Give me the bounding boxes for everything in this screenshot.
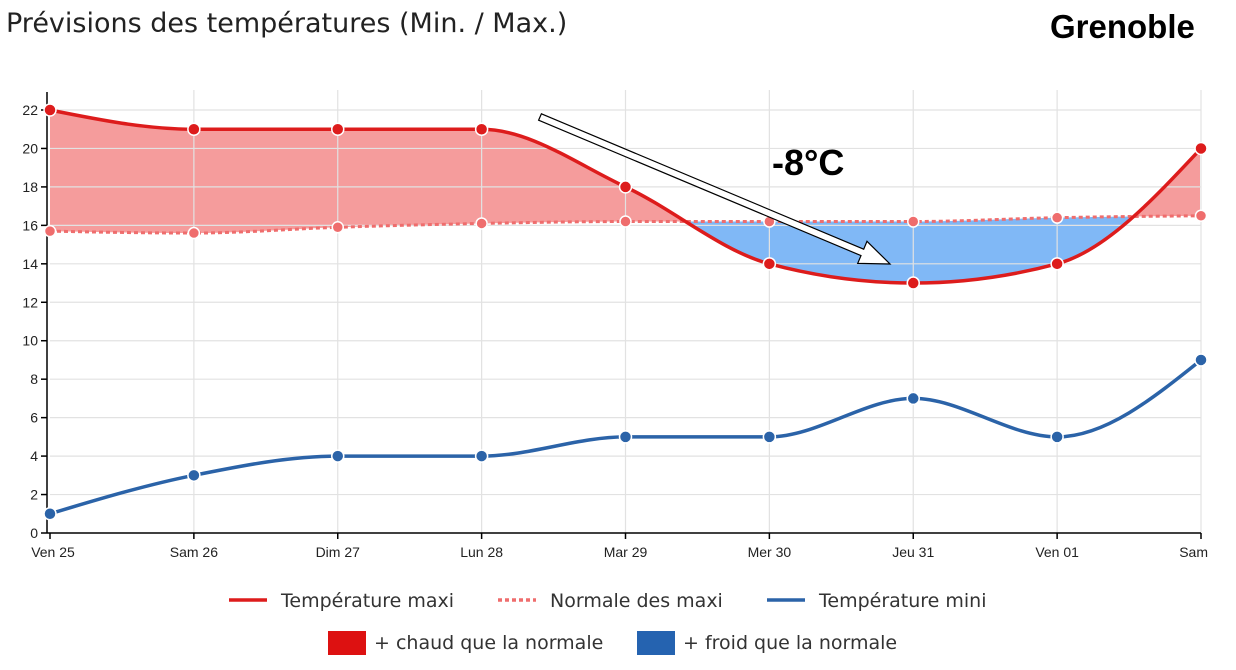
y-tick-label: 2: [30, 487, 38, 503]
mini-point: [906, 391, 920, 406]
y-tick-label: 18: [22, 179, 38, 195]
normale-point: [1194, 209, 1208, 222]
y-tick-label: 14: [22, 256, 38, 272]
x-tick-label: Dim 27: [316, 544, 361, 560]
x-tick-label: Ven 01: [1035, 544, 1079, 560]
legend: Température maxi Normale des maxi Températ…: [229, 590, 987, 655]
y-tick-label: 4: [30, 448, 38, 464]
y-tick-label: 10: [22, 333, 38, 349]
x-tick-label: Sam 26: [170, 544, 218, 560]
x-tick-label: Sam: [1179, 544, 1208, 560]
annotation: -8°C: [537, 113, 892, 265]
y-tick-label: 20: [22, 140, 38, 156]
grid-lines: [50, 90, 1202, 533]
maxi-point: [1194, 141, 1208, 156]
y-tick-label: 0: [30, 525, 38, 541]
maxi-point: [906, 276, 920, 290]
maxi-point: [43, 103, 57, 117]
x-tick-label: Mar 29: [604, 544, 648, 560]
normale-point: [187, 226, 201, 240]
legend-fill-swatch: [637, 631, 675, 655]
y-tick-label: 6: [30, 410, 38, 426]
legend-mini-label: Température mini: [818, 590, 987, 612]
mini-point: [618, 430, 633, 444]
maxi-point: [618, 180, 633, 194]
y-tick-label: 22: [22, 102, 38, 118]
normale-point: [1050, 211, 1064, 224]
maxi-point: [1050, 257, 1064, 271]
legend-fill-label: + chaud que la normale: [374, 632, 603, 654]
annotation-arrow: [537, 113, 892, 265]
maxi-point: [331, 122, 345, 136]
data-points: [43, 103, 1208, 521]
legend-maxi-label: Température maxi: [280, 590, 454, 612]
normale-point: [43, 224, 57, 238]
maxi-point: [187, 122, 201, 136]
mini-point: [1194, 353, 1208, 367]
mini-point: [43, 507, 57, 521]
x-tick-label: Jeu 31: [892, 544, 934, 560]
axes: 0 2 4 6 8 10 12 14 16 18 20 22 Ven 25 Sam 26 Dim 27 Lun…: [22, 92, 1208, 560]
normale-point: [907, 215, 920, 228]
mini-point: [474, 449, 489, 463]
mini-point: [331, 449, 345, 463]
legend-fill-swatch: [328, 631, 366, 655]
x-tick-label: Mer 30: [748, 544, 792, 560]
normale-point: [619, 215, 632, 228]
y-tick-label: 12: [22, 294, 38, 310]
city-name: Grenoble: [1050, 8, 1195, 45]
legend-normale-label: Normale des maxi: [550, 590, 723, 612]
x-tick-label: Ven 25: [31, 544, 75, 560]
mini-point: [1050, 430, 1064, 444]
y-tick-label: 8: [30, 371, 38, 387]
mini-point: [762, 430, 777, 444]
y-tick-label: 16: [22, 217, 38, 233]
maxi-point: [762, 257, 777, 271]
mini-point: [187, 468, 201, 483]
maxi-point: [474, 122, 489, 136]
chart-title: Prévisions des températures (Min. / Max.…: [6, 8, 568, 39]
normale-point: [475, 217, 488, 230]
annotation-text: -8°C: [772, 142, 844, 183]
normale-point: [331, 221, 344, 234]
x-tick-label: Lun 28: [460, 544, 503, 560]
cold-area: [686, 216, 1134, 284]
legend-fill-label: + froid que la normale: [683, 632, 897, 654]
